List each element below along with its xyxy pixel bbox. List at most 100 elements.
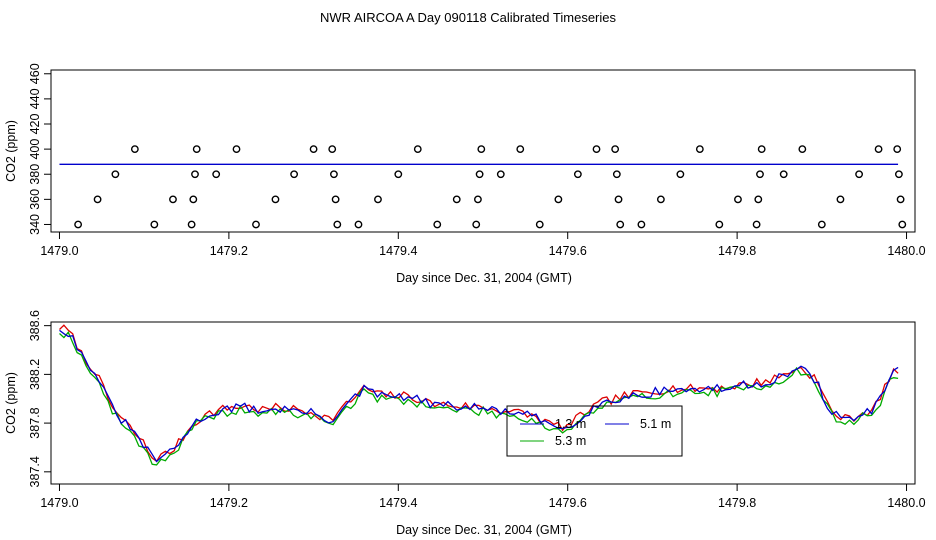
top-data-point [516, 145, 525, 154]
top-plot-frame [50, 69, 916, 233]
top-x-tick-label: 1479.2 [210, 244, 248, 258]
top-data-point [656, 195, 665, 204]
bottom-y-ticks: 387.4 387.8 388.2 388.6 [28, 310, 51, 487]
bottom-x-axis-label: Day since Dec. 31, 2004 (GMT) [396, 523, 572, 537]
top-x-tick-label: 1479.8 [718, 244, 756, 258]
top-y-tick-label: 420 [28, 114, 42, 135]
top-data-point [895, 170, 903, 179]
top-data-point [752, 220, 761, 229]
top-data-point [330, 170, 338, 179]
top-data-point [896, 195, 905, 204]
top-data-point [252, 220, 260, 229]
top-data-point [187, 220, 196, 229]
top-data-point [898, 220, 907, 229]
top-data-point [169, 195, 177, 204]
top-data-point [817, 220, 826, 229]
legend-label-1: 1.3 m [555, 417, 586, 431]
bottom-x-tick-label: 1479.0 [40, 496, 78, 510]
bottom-y-axis-label: CO2 (ppm) [4, 372, 18, 434]
top-data-point [191, 170, 199, 179]
top-data-point [612, 170, 621, 179]
top-points [74, 145, 907, 229]
top-data-point [614, 195, 623, 204]
bottom-plot-frame [50, 321, 916, 485]
bottom-x-tick-label: 1479.8 [718, 496, 756, 510]
bottom-series [59, 324, 899, 466]
top-data-point [757, 145, 766, 154]
top-y-tick-label: 460 [28, 63, 42, 84]
top-data-point [111, 170, 120, 179]
top-data-point [290, 170, 299, 179]
top-data-point [573, 170, 582, 179]
legend-box [506, 405, 683, 457]
bottom-y-tick-label: 387.4 [28, 456, 42, 487]
top-data-point [611, 145, 620, 154]
bottom-series-line-1 [59, 324, 899, 463]
top-data-point [779, 170, 788, 179]
top-data-point [433, 220, 442, 229]
top-y-tick-label: 440 [28, 88, 42, 109]
legend-label-2: 5.1 m [640, 417, 671, 431]
top-data-point [271, 195, 280, 204]
bottom-series-line-3 [59, 329, 899, 463]
bottom-x-tick-label: 1479.2 [210, 496, 248, 510]
top-data-point [874, 145, 883, 154]
top-y-tick-label: 340 [28, 214, 42, 235]
bottom-y-tick-label: 388.2 [28, 359, 42, 390]
bottom-x-tick-label: 1480.0 [887, 496, 925, 510]
top-panel: 1479.0 1479.2 1479.4 1479.6 1479.8 1480.0 340… [4, 63, 926, 285]
bottom-x-tick-label: 1479.6 [549, 496, 587, 510]
top-y-tick-label: 360 [28, 189, 42, 210]
bottom-y-tick-label: 388.6 [28, 310, 42, 341]
top-x-tick-label: 1480.0 [887, 244, 925, 258]
top-data-point [836, 195, 845, 204]
top-y-tick-label: 380 [28, 164, 42, 185]
top-data-point [798, 145, 807, 154]
top-data-point [328, 145, 337, 154]
top-data-point [232, 145, 241, 154]
top-x-ticks: 1479.0 1479.2 1479.4 1479.6 1479.8 1480.0 [40, 232, 926, 258]
top-data-point [333, 220, 342, 229]
top-data-point [637, 220, 646, 229]
chart-title: NWR AIRCOA A Day 090118 Calibrated Times… [320, 10, 616, 25]
top-data-point [374, 195, 382, 204]
top-data-point [452, 195, 461, 204]
top-data-point [893, 145, 902, 154]
top-data-point [192, 145, 201, 154]
top-y-axis-label: CO2 (ppm) [4, 120, 18, 182]
top-data-point [331, 195, 340, 204]
top-data-point [150, 220, 159, 229]
legend-label-3: 5.3 m [555, 434, 586, 448]
top-data-point [754, 195, 763, 204]
bottom-series-line-2 [59, 331, 899, 466]
bottom-y-tick-label: 387.8 [28, 407, 42, 438]
top-data-point [74, 220, 83, 229]
top-data-point [592, 145, 601, 154]
top-x-tick-label: 1479.6 [549, 244, 587, 258]
top-y-tick-label: 400 [28, 139, 42, 160]
top-data-point [477, 145, 486, 154]
top-x-tick-label: 1479.0 [40, 244, 78, 258]
top-data-point [616, 220, 625, 229]
top-data-point [212, 170, 221, 179]
top-data-point [756, 170, 764, 179]
top-data-point [354, 220, 363, 229]
top-data-point [496, 170, 505, 179]
top-data-point [734, 195, 742, 204]
top-data-point [695, 145, 704, 154]
top-data-point [474, 195, 482, 204]
top-data-point [309, 145, 318, 154]
bottom-x-ticks: 1479.0 1479.2 1479.4 1479.6 1479.8 1480.0 [40, 484, 926, 510]
top-data-point [554, 195, 563, 204]
top-data-point [394, 170, 403, 179]
top-data-point [715, 220, 724, 229]
legend: 1.3 m 5.1 m 5.3 m [506, 405, 683, 457]
top-data-point [189, 195, 198, 204]
bottom-x-tick-label: 1479.4 [379, 496, 417, 510]
top-x-axis-label: Day since Dec. 31, 2004 (GMT) [396, 271, 572, 285]
top-x-tick-label: 1479.4 [379, 244, 417, 258]
top-data-point [130, 145, 139, 154]
top-y-ticks: 340 360 380 400 420 440 460 [28, 63, 51, 235]
top-data-point [472, 220, 481, 229]
